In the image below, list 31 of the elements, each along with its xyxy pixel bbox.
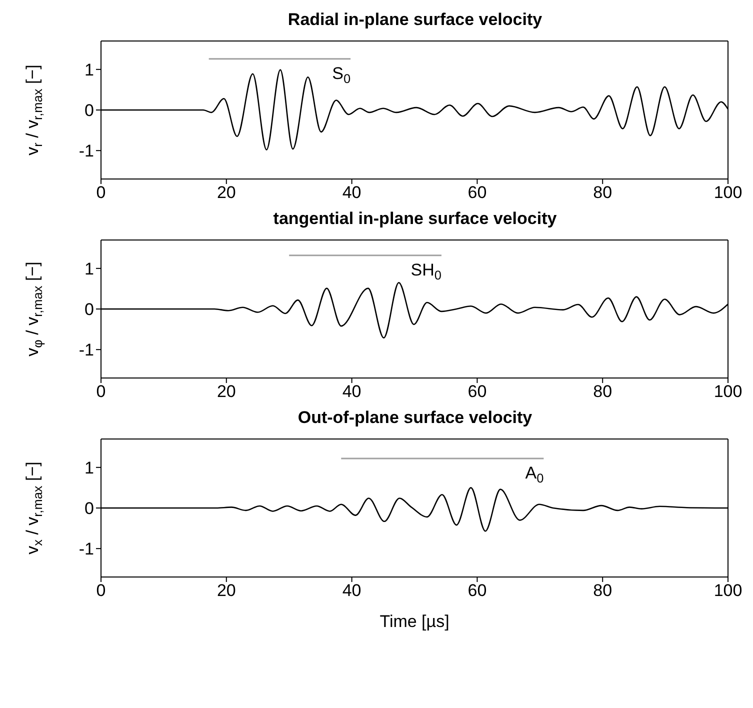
x-tick-label: 80	[593, 382, 612, 402]
y-tick-label: 1	[84, 259, 94, 278]
annotation: S$_{0}$	[332, 64, 351, 86]
x-axis-title: Time [µs]	[380, 612, 450, 631]
x-tick-label: 60	[468, 382, 487, 402]
x-tick-label: 100	[714, 183, 742, 202]
x-tick-label: 20	[216, 382, 236, 402]
y-tick-label: -1	[78, 340, 94, 360]
y-tick-label: 1	[84, 458, 94, 478]
x-tick-label: 20	[216, 581, 236, 600]
y-tick-label: 0	[84, 499, 94, 518]
y-tick-label: 1	[84, 60, 94, 80]
y-tick-label: -1	[78, 540, 94, 559]
x-tick-label: 60	[468, 581, 487, 600]
chart-title: tangential in-plane surface velocity	[272, 208, 558, 230]
annotation: A$_{0}$	[525, 463, 544, 486]
x-tick-label: 40	[342, 183, 362, 202]
x-tick-label: 80	[593, 581, 612, 600]
y-tick-label: -1	[78, 142, 94, 161]
x-tick-label: 100	[714, 581, 742, 600]
chart-title: Radial in-plane surface velocity	[286, 9, 544, 31]
x-tick-label: 80	[593, 183, 612, 202]
chart-title: Out-of-plane surface velocity	[296, 407, 534, 429]
x-tick-label: 40	[342, 581, 362, 600]
y-tick-label: 0	[84, 101, 94, 120]
x-tick-label: 100	[714, 382, 742, 402]
x-tick-label: 60	[468, 183, 487, 202]
x-tick-label: 40	[342, 382, 362, 402]
x-tick-label: 20	[216, 183, 236, 202]
y-tick-label: 0	[84, 300, 94, 320]
annotation: SH$_{0}$	[410, 260, 442, 282]
